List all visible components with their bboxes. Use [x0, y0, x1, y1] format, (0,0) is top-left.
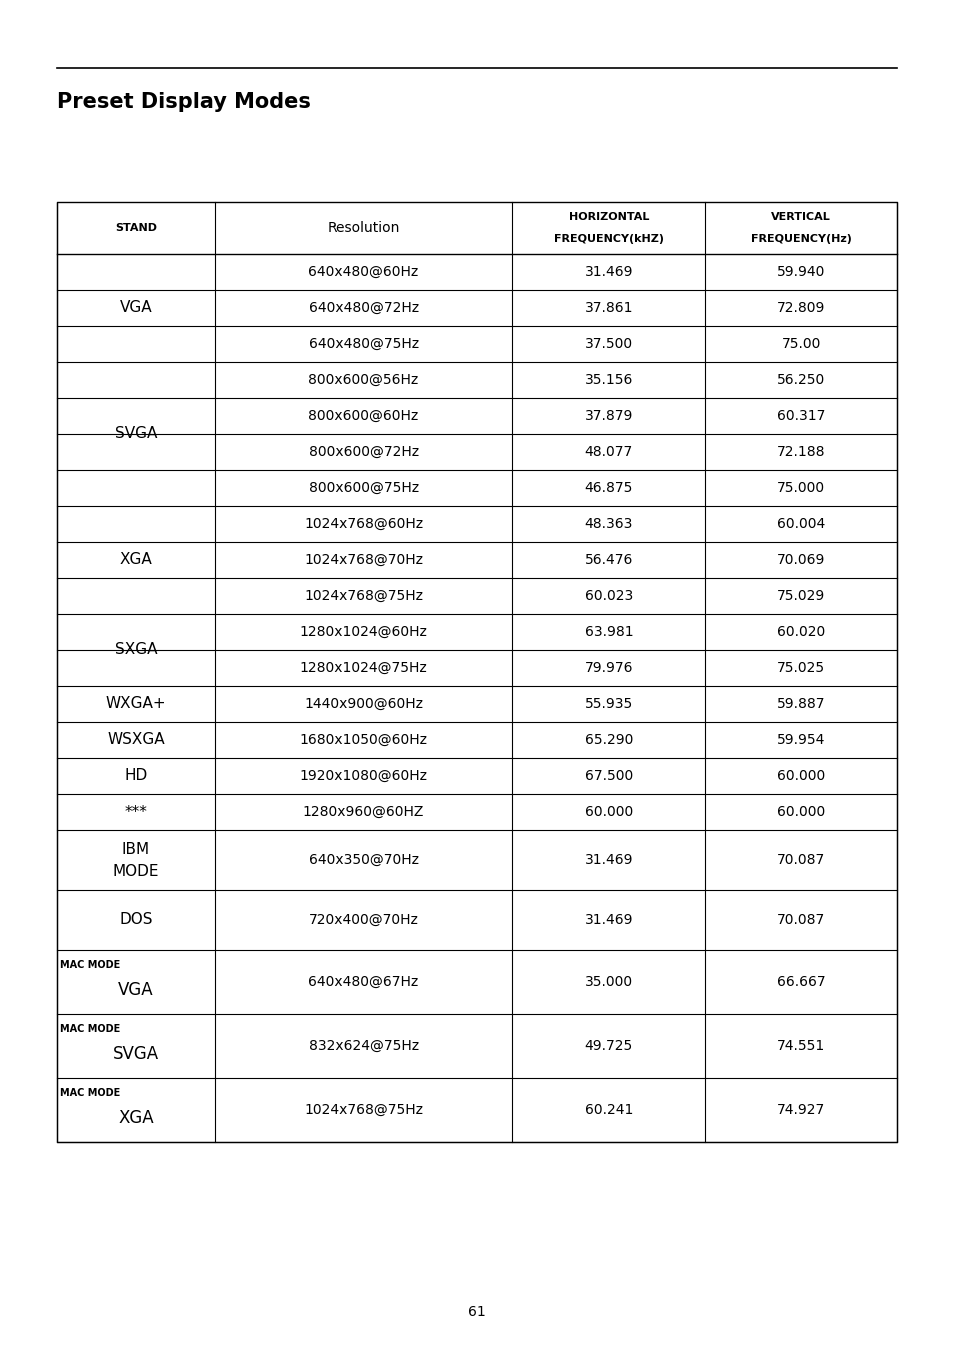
- Text: VGA: VGA: [119, 301, 152, 316]
- Text: 640x480@75Hz: 640x480@75Hz: [308, 338, 418, 351]
- Text: MODE: MODE: [112, 864, 159, 879]
- Text: 35.000: 35.000: [584, 975, 632, 990]
- Text: 31.469: 31.469: [584, 913, 633, 927]
- Text: 59.954: 59.954: [777, 733, 824, 747]
- Text: 37.861: 37.861: [584, 301, 633, 315]
- Text: 74.551: 74.551: [777, 1040, 824, 1053]
- Text: 60.317: 60.317: [777, 409, 824, 423]
- Text: 70.087: 70.087: [777, 853, 824, 867]
- Text: 67.500: 67.500: [584, 769, 633, 783]
- Text: 60.023: 60.023: [584, 589, 633, 603]
- Text: 56.476: 56.476: [584, 554, 633, 567]
- Text: 48.077: 48.077: [584, 446, 633, 459]
- Text: SVGA: SVGA: [112, 1045, 159, 1062]
- Text: 49.725: 49.725: [584, 1040, 633, 1053]
- Text: 59.940: 59.940: [777, 265, 824, 279]
- Text: 75.025: 75.025: [777, 662, 824, 675]
- Text: 75.029: 75.029: [777, 589, 824, 603]
- Text: 60.000: 60.000: [777, 805, 824, 819]
- Text: MAC MODE: MAC MODE: [60, 1088, 120, 1098]
- Text: 60.000: 60.000: [584, 805, 633, 819]
- Text: 60.020: 60.020: [777, 625, 824, 639]
- Text: MAC MODE: MAC MODE: [60, 960, 120, 971]
- Text: HORIZONTAL: HORIZONTAL: [568, 212, 648, 221]
- Text: 1024x768@70Hz: 1024x768@70Hz: [304, 554, 423, 567]
- Text: 70.087: 70.087: [777, 913, 824, 927]
- Text: 60.004: 60.004: [777, 517, 824, 531]
- Text: 31.469: 31.469: [584, 853, 633, 867]
- Text: 59.887: 59.887: [776, 697, 824, 711]
- Text: 800x600@72Hz: 800x600@72Hz: [308, 446, 418, 459]
- Text: 79.976: 79.976: [584, 662, 633, 675]
- Text: 640x350@70Hz: 640x350@70Hz: [308, 853, 418, 867]
- Text: 60.000: 60.000: [777, 769, 824, 783]
- Text: 72.809: 72.809: [777, 301, 824, 315]
- Text: XGA: XGA: [118, 1108, 153, 1127]
- Text: 1680x1050@60Hz: 1680x1050@60Hz: [299, 733, 427, 747]
- Text: 37.879: 37.879: [584, 409, 633, 423]
- Text: SVGA: SVGA: [114, 427, 157, 441]
- Text: SXGA: SXGA: [114, 643, 157, 657]
- Text: 70.069: 70.069: [777, 554, 824, 567]
- Text: 46.875: 46.875: [584, 481, 633, 495]
- Text: 640x480@67Hz: 640x480@67Hz: [308, 975, 418, 990]
- Text: 1024x768@75Hz: 1024x768@75Hz: [304, 589, 423, 603]
- Text: 55.935: 55.935: [584, 697, 633, 711]
- Text: 75.00: 75.00: [781, 338, 821, 351]
- Text: 72.188: 72.188: [776, 446, 824, 459]
- Text: 35.156: 35.156: [584, 373, 633, 387]
- Text: 1280x960@60HZ: 1280x960@60HZ: [303, 805, 424, 819]
- Text: 1024x768@75Hz: 1024x768@75Hz: [304, 1103, 423, 1116]
- Text: 60.241: 60.241: [584, 1103, 633, 1116]
- Text: FREQUENCY(kHZ): FREQUENCY(kHZ): [554, 234, 663, 244]
- Text: IBM: IBM: [122, 841, 150, 856]
- Text: 63.981: 63.981: [584, 625, 633, 639]
- Text: 640x480@72Hz: 640x480@72Hz: [308, 301, 418, 315]
- Text: 800x600@60Hz: 800x600@60Hz: [308, 409, 418, 423]
- Text: 75.000: 75.000: [777, 481, 824, 495]
- Text: 37.500: 37.500: [584, 338, 632, 351]
- Text: WXGA+: WXGA+: [106, 697, 166, 711]
- Text: 31.469: 31.469: [584, 265, 633, 279]
- Text: 65.290: 65.290: [584, 733, 633, 747]
- Text: 800x600@56Hz: 800x600@56Hz: [308, 373, 418, 387]
- Text: Resolution: Resolution: [327, 221, 399, 235]
- Text: 720x400@70Hz: 720x400@70Hz: [309, 913, 418, 927]
- Text: 1024x768@60Hz: 1024x768@60Hz: [304, 517, 423, 531]
- Text: 48.363: 48.363: [584, 517, 633, 531]
- Text: WSXGA: WSXGA: [107, 733, 165, 748]
- Text: VGA: VGA: [118, 980, 153, 999]
- Text: 61: 61: [468, 1305, 485, 1319]
- Text: 1280x1024@75Hz: 1280x1024@75Hz: [299, 662, 427, 675]
- Text: 56.250: 56.250: [777, 373, 824, 387]
- Text: HD: HD: [124, 768, 148, 783]
- Text: 1280x1024@60Hz: 1280x1024@60Hz: [299, 625, 427, 639]
- Text: DOS: DOS: [119, 913, 152, 927]
- Text: XGA: XGA: [119, 552, 152, 567]
- Text: 800x600@75Hz: 800x600@75Hz: [308, 481, 418, 495]
- Text: VERTICAL: VERTICAL: [771, 212, 830, 221]
- Text: 640x480@60Hz: 640x480@60Hz: [308, 265, 418, 279]
- Bar: [57, 202, 896, 1142]
- Text: 66.667: 66.667: [776, 975, 824, 990]
- Text: Preset Display Modes: Preset Display Modes: [57, 92, 311, 112]
- Text: 1440x900@60Hz: 1440x900@60Hz: [304, 697, 423, 711]
- Text: ***: ***: [125, 805, 148, 819]
- Text: FREQUENCY(Hz): FREQUENCY(Hz): [750, 234, 851, 244]
- Text: 832x624@75Hz: 832x624@75Hz: [308, 1040, 418, 1053]
- Text: 1920x1080@60Hz: 1920x1080@60Hz: [299, 769, 427, 783]
- Text: MAC MODE: MAC MODE: [60, 1025, 120, 1034]
- Text: 74.927: 74.927: [777, 1103, 824, 1116]
- Text: STAND: STAND: [115, 223, 157, 234]
